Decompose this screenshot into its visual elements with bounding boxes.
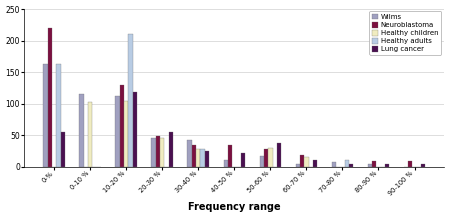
Bar [133, 92, 137, 167]
Bar [200, 149, 205, 167]
X-axis label: Frequency range: Frequency range [188, 203, 281, 213]
Bar [332, 162, 336, 167]
Bar [349, 164, 353, 167]
Bar [196, 149, 200, 167]
Bar [160, 138, 164, 167]
Bar [372, 161, 376, 167]
Bar [205, 151, 209, 167]
Bar [408, 161, 412, 167]
Bar [385, 164, 389, 167]
Bar [268, 148, 273, 167]
Bar [152, 138, 156, 167]
Bar [88, 102, 92, 167]
Bar [188, 140, 192, 167]
Bar [277, 143, 281, 167]
Bar [128, 34, 133, 167]
Bar [296, 164, 300, 167]
Bar [43, 64, 48, 167]
Bar [421, 164, 425, 167]
Bar [260, 156, 264, 167]
Bar [345, 160, 349, 167]
Legend: Wilms, Neuroblastoma, Healthy children, Healthy adults, Lung cancer: Wilms, Neuroblastoma, Healthy children, … [369, 11, 441, 55]
Bar [304, 157, 309, 167]
Bar [169, 132, 173, 167]
Bar [124, 100, 128, 167]
Bar [368, 164, 372, 167]
Bar [224, 160, 228, 167]
Bar [61, 132, 65, 167]
Bar [115, 96, 120, 167]
Bar [156, 136, 160, 167]
Bar [120, 85, 124, 167]
Bar [313, 160, 317, 167]
Bar [300, 155, 304, 167]
Bar [241, 153, 245, 167]
Bar [264, 149, 268, 167]
Bar [228, 145, 232, 167]
Bar [56, 64, 61, 167]
Bar [48, 28, 52, 167]
Bar [192, 145, 196, 167]
Bar [79, 94, 84, 167]
